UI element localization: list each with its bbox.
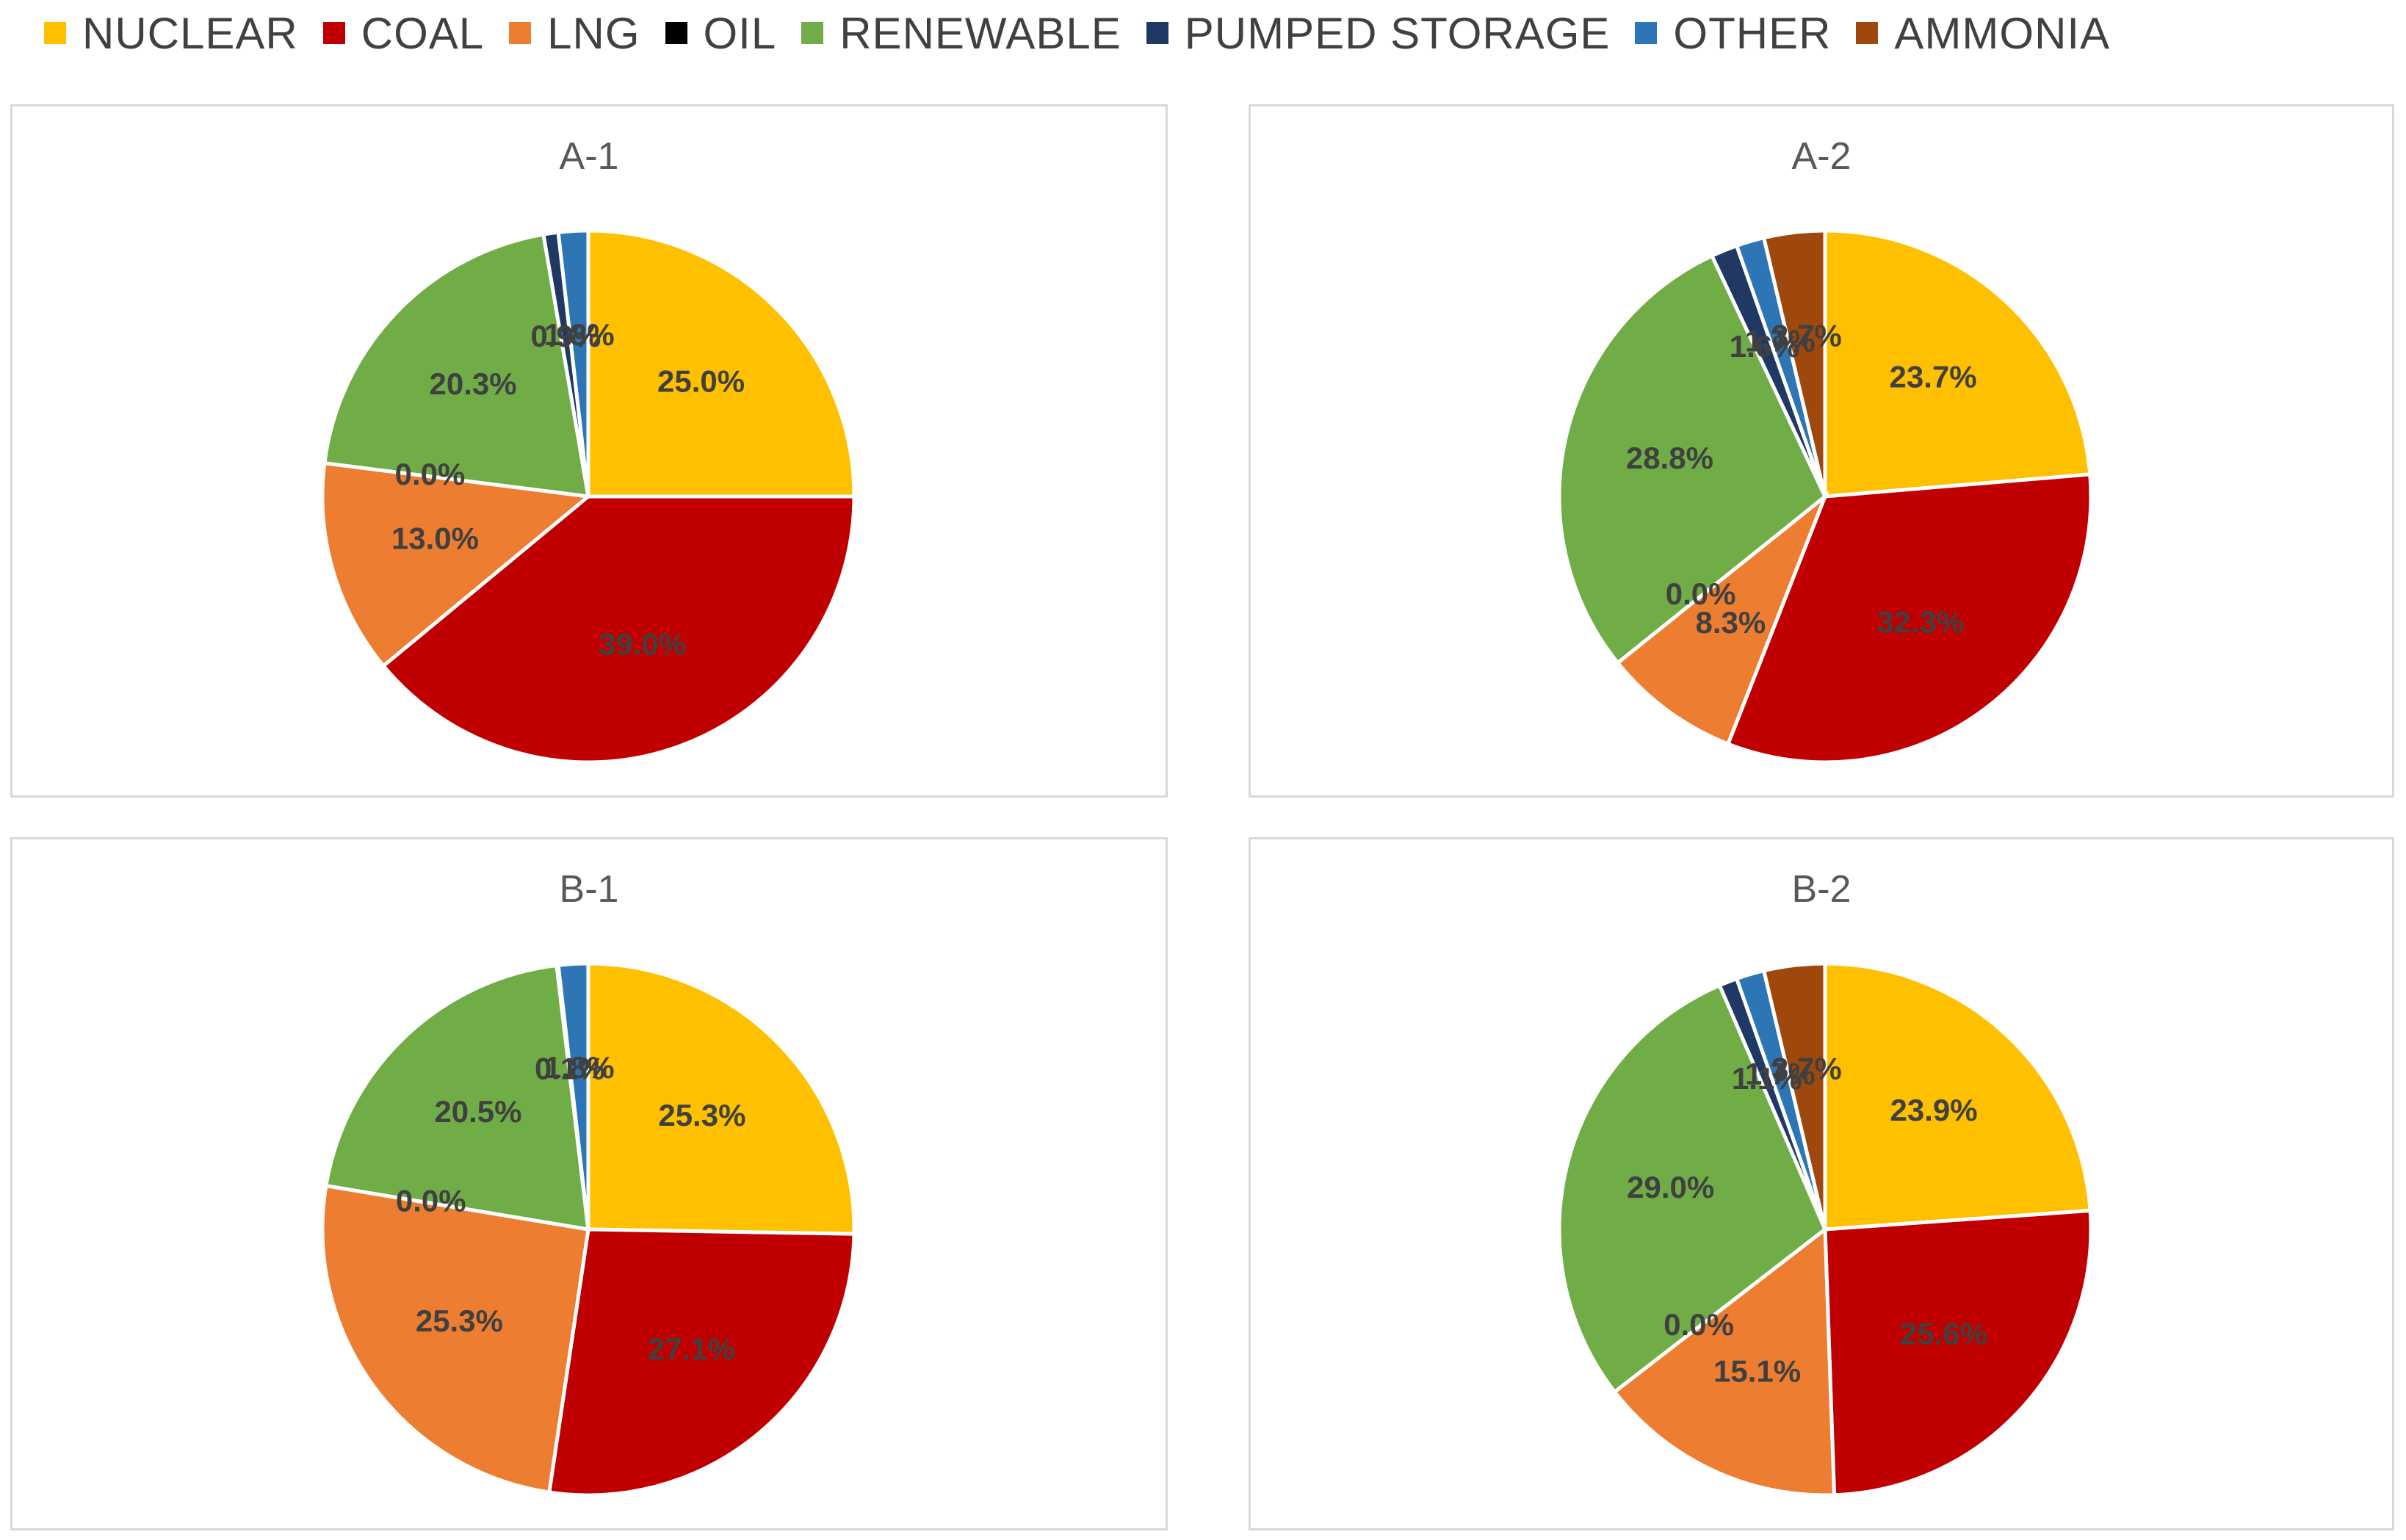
legend-label: OTHER — [1673, 8, 1831, 59]
slice-label-nuclear: 23.9% — [1890, 1093, 1978, 1127]
pie-chart-b2: 23.9%25.6%15.1%0.0%29.0%1.1%1.7%3.7% — [1251, 839, 2396, 1533]
legend-label: NUCLEAR — [82, 8, 298, 59]
slice-label-renewable: 20.3% — [430, 366, 517, 401]
legend-swatch — [509, 22, 531, 44]
pie-chart-a1: 25.0%39.0%13.0%0.0%20.3%0.9%1.8% — [12, 106, 1170, 800]
legend-item-pumped-storage: PUMPED STORAGE — [1146, 8, 1611, 59]
slice-label-renewable: 28.8% — [1626, 441, 1713, 475]
pie-slice-lng — [322, 1186, 588, 1492]
legend-item-renewable: RENEWABLE — [801, 8, 1121, 59]
slice-label-other: 1.8% — [544, 1050, 615, 1085]
pie-slice-coal — [1825, 1210, 2091, 1494]
slice-label-lng: 13.0% — [391, 521, 479, 556]
slice-label-lng: 15.1% — [1713, 1354, 1801, 1389]
slice-label-ammonia: 3.7% — [1771, 1051, 1842, 1085]
legend-label: COAL — [361, 8, 484, 59]
chart-title: A-1 — [12, 134, 1166, 178]
slice-label-nuclear: 25.3% — [658, 1098, 745, 1132]
legend-swatch — [44, 22, 66, 44]
slice-label-renewable: 29.0% — [1627, 1170, 1714, 1204]
slice-label-oil: 0.0% — [1663, 1307, 1734, 1342]
legend-item-ammonia: AMMONIA — [1856, 8, 2110, 59]
chart-title: B-2 — [1251, 867, 2392, 911]
slice-label-ammonia: 3.7% — [1771, 318, 1842, 353]
slice-label-coal: 27.1% — [648, 1331, 735, 1366]
legend-swatch — [1146, 22, 1168, 44]
legend-item-lng: LNG — [509, 8, 640, 59]
chart-legend: NUCLEAR COAL LNG OIL RENEWABLE PUMPED ST… — [44, 0, 2135, 66]
legend-label: RENEWABLE — [839, 8, 1121, 59]
legend-item-other: OTHER — [1635, 8, 1831, 59]
slice-label-other: 1.8% — [544, 317, 615, 352]
legend-swatch — [1856, 22, 1878, 44]
slice-label-oil: 0.0% — [1666, 576, 1736, 611]
pie-panel-a1: 25.0% 39.0% 13.0% 0.0% 20.3% 0.9% 1.8% A-1 — [10, 104, 1168, 798]
legend-label: LNG — [547, 8, 640, 59]
slice-label-lng: 25.3% — [416, 1304, 503, 1338]
pie-chart-a2: 23.7%32.3%8.3%0.0%28.8%1.6%1.7%3.7% — [1251, 106, 2396, 800]
legend-item-nuclear: NUCLEAR — [44, 8, 298, 59]
legend-swatch — [801, 22, 823, 44]
slice-label-nuclear: 25.0% — [657, 364, 745, 399]
legend-label: OIL — [704, 8, 777, 59]
slice-label-oil: 0.0% — [395, 457, 466, 491]
slice-label-oil: 0.0% — [396, 1183, 466, 1218]
legend-swatch — [323, 22, 345, 44]
pie-panel-b1: 25.3% 27.1% 25.3% 0.0% 20.5% 0.1% 1.8% B-1 — [10, 837, 1168, 1530]
chart-title: A-2 — [1251, 134, 2392, 178]
slice-label-renewable: 20.5% — [434, 1094, 521, 1129]
legend-label: AMMONIA — [1894, 8, 2110, 59]
chart-title: B-1 — [12, 867, 1166, 911]
pie-chart-b1: 25.3%27.1%25.3%0.0%20.5%0.1%1.8% — [12, 839, 1170, 1533]
legend-label: PUMPED STORAGE — [1185, 8, 1611, 59]
legend-item-coal: COAL — [323, 8, 484, 59]
slice-label-coal: 32.3% — [1876, 604, 1964, 639]
slice-label-coal: 39.0% — [599, 626, 686, 661]
legend-item-oil: OIL — [665, 8, 777, 59]
legend-swatch — [1635, 22, 1657, 44]
pie-panel-b2: 23.9% 25.6% 15.1% 0.0% 29.0% 1.1% 1.7% 3.7% B-2 — [1249, 837, 2394, 1530]
legend-swatch — [665, 22, 687, 44]
pie-panel-a2: 23.7% 32.3% 8.3% 0.0% 28.8% 1.6% 1.7% 3.7% A-2 — [1249, 104, 2394, 798]
slice-label-coal: 25.6% — [1900, 1316, 1987, 1351]
slice-label-nuclear: 23.7% — [1890, 359, 1977, 394]
